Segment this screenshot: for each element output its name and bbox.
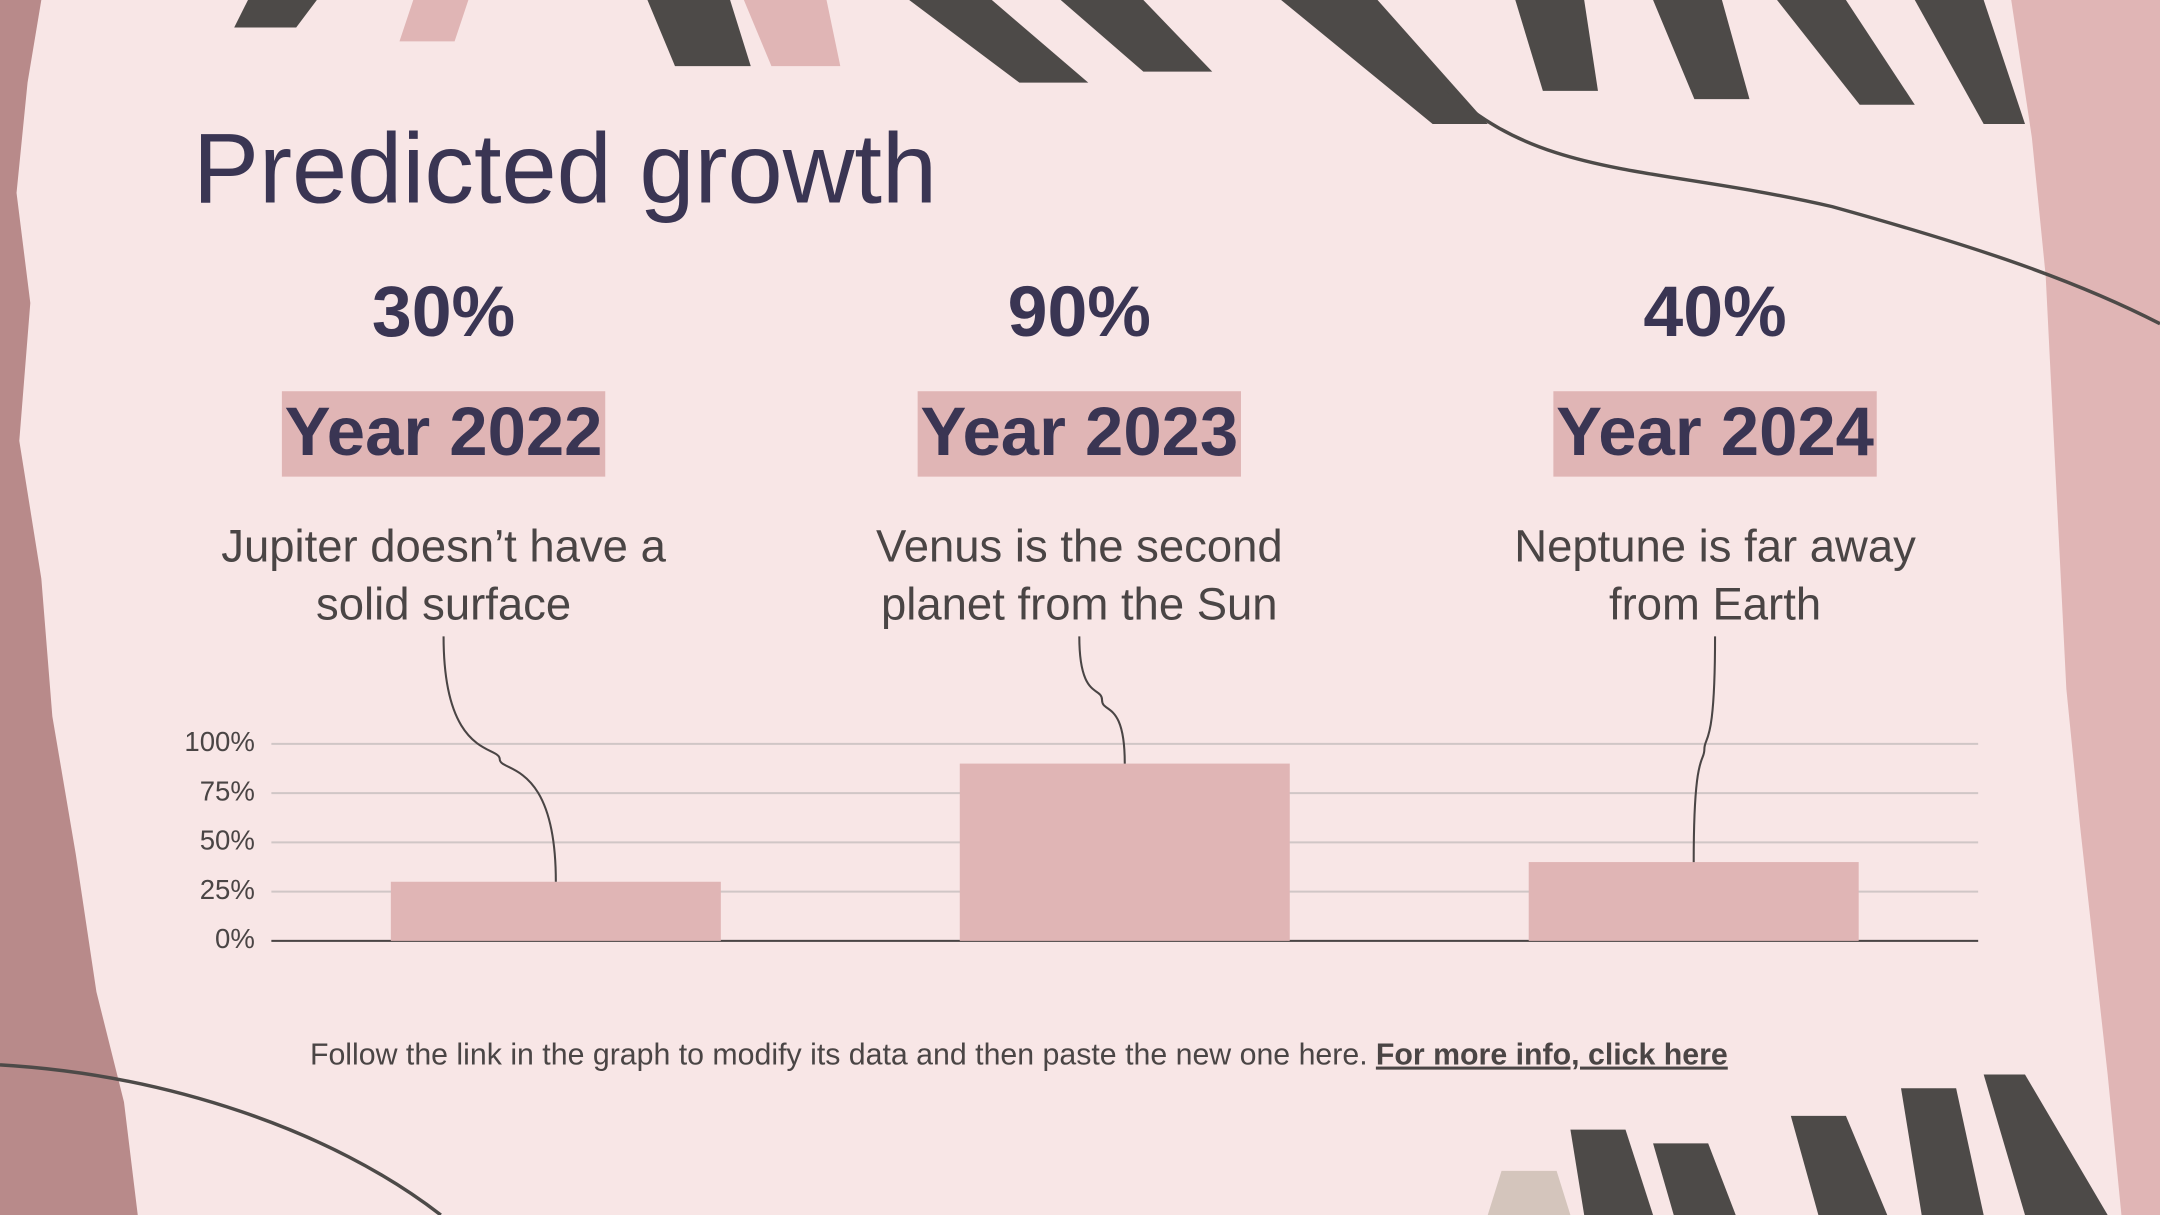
footer-text: Follow the link in the graph to modify i… [310,1039,1368,1072]
bar [390,881,721,941]
y-tick-label: 50% [200,825,255,856]
value-label: 30% [372,272,515,352]
y-tick-label: 25% [200,874,255,905]
description: Neptune is far away [1514,521,1916,572]
callout-line [1078,636,1126,764]
callout-line [442,636,557,882]
description: Jupiter doesn’t have a [221,521,666,572]
y-tick-label: 75% [200,775,255,806]
description: Venus is the second [876,521,1283,572]
description: solid surface [316,579,571,630]
y-tick-label: 0% [215,923,255,954]
value-label: 90% [1008,272,1151,352]
bar [1528,862,1859,941]
category-label: Year 2022 [285,393,603,470]
footer-link[interactable]: For more info, click here [1376,1039,1728,1072]
category-label: Year 2024 [1556,393,1874,470]
title: Predicted growth [193,114,937,225]
category-box [1553,391,1877,477]
value-label: 40% [1643,272,1786,352]
description: planet from the Sun [881,579,1278,630]
category-label: Year 2023 [920,393,1238,470]
callout-line [1692,636,1717,863]
category-box [917,391,1241,477]
category-box [281,391,606,477]
description: from Earth [1609,579,1821,630]
bar [959,763,1290,941]
y-tick-label: 100% [184,726,254,757]
